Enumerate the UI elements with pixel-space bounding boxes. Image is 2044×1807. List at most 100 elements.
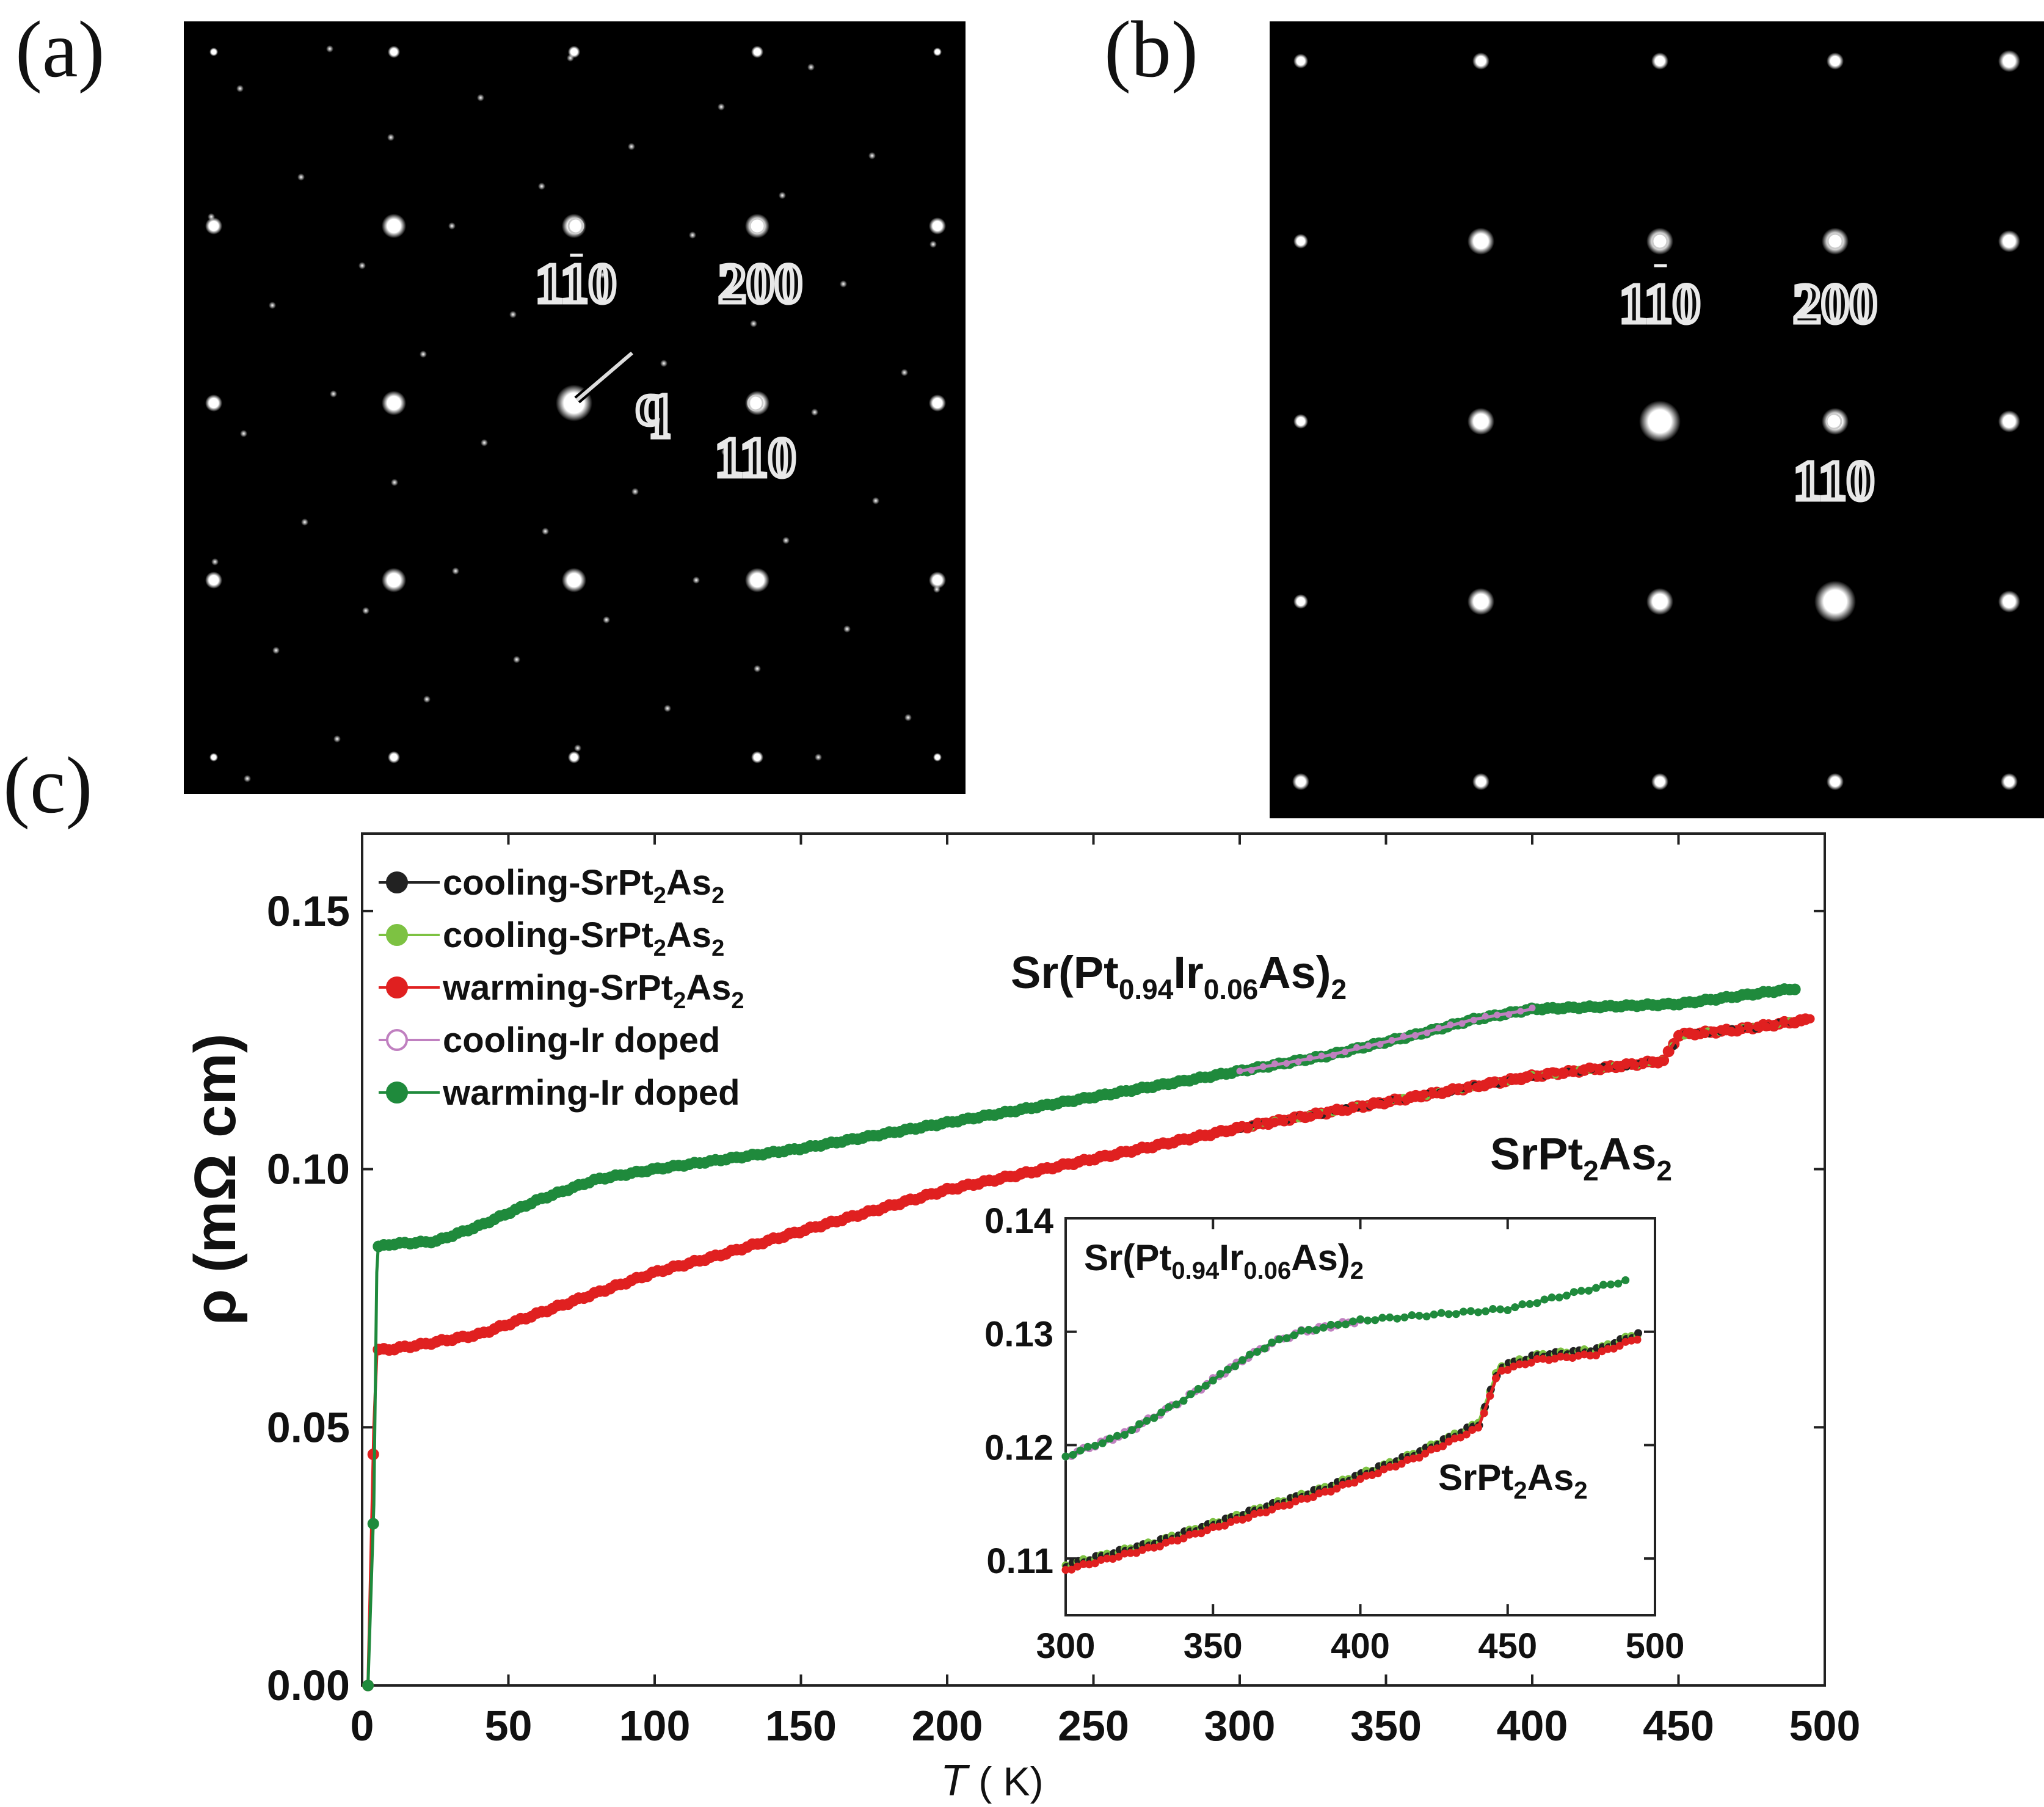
data-point (1422, 1312, 1431, 1321)
spot-label-110-b: 110 (1794, 449, 1875, 512)
data-point (1480, 1409, 1488, 1417)
data-point (1415, 1312, 1424, 1320)
data-point (1674, 1030, 1683, 1039)
data-point (1400, 1313, 1409, 1322)
inset-parent-part-a: SrPt (1438, 1457, 1513, 1498)
data-point (1410, 1093, 1420, 1102)
data-point (1548, 1293, 1556, 1302)
bragg-spot (209, 753, 218, 762)
bragg-spot (1292, 773, 1309, 790)
data-point (1604, 1063, 1613, 1073)
data-point (1187, 1390, 1195, 1398)
bragg-spot (1646, 588, 1673, 615)
bragg-spot (1293, 414, 1308, 429)
spot-marker (747, 394, 764, 412)
data-point (1638, 1059, 1648, 1069)
data-point (1529, 1004, 1536, 1011)
data-point (1358, 1100, 1367, 1110)
bragg-spot (929, 572, 946, 589)
spot-labels-b: 110 200 110 (1617, 263, 1880, 514)
bragg-spot (2001, 773, 2018, 790)
bragg-spot (933, 753, 942, 762)
data-point (1157, 1408, 1166, 1417)
data-point (1365, 1042, 1372, 1049)
data-point (1489, 1077, 1499, 1087)
data-point (1201, 1381, 1210, 1390)
doped-label-part-a: Sr(Pt (1011, 947, 1119, 998)
data-point (1504, 1365, 1512, 1374)
satellite-spot (901, 369, 908, 376)
satellite-spot (362, 607, 369, 614)
satellite-spot (750, 320, 757, 327)
satellite-spot (301, 518, 308, 526)
data-point (1150, 1414, 1158, 1422)
data-point (1665, 1047, 1675, 1056)
data-point (1612, 1061, 1622, 1071)
data-point (1172, 1400, 1180, 1409)
satellite-spot (333, 735, 341, 743)
data-point (1562, 1292, 1571, 1300)
data-point (1560, 1067, 1569, 1077)
data-point (1770, 1019, 1780, 1029)
inset-doped-part-d: 0.06 (1243, 1257, 1291, 1284)
data-point (1489, 1305, 1497, 1314)
doped-label-part-b: 0.94 (1119, 973, 1174, 1005)
x-tick-label: 100 (619, 1702, 691, 1750)
data-point (362, 1679, 374, 1692)
satellite-spot (840, 280, 847, 288)
legend-marker (386, 1082, 408, 1103)
legend-label-main: cooling-SrPt (443, 915, 653, 955)
satellite-spot (718, 103, 725, 111)
data-point (1329, 1052, 1337, 1059)
data-point (1504, 1306, 1512, 1315)
legend-label-main: warming-SrPt (442, 968, 673, 1008)
data-point (1753, 1022, 1762, 1031)
data-point (1486, 1392, 1494, 1400)
data-point (1454, 1083, 1464, 1093)
bragg-spot (751, 751, 763, 763)
satellite-spot (244, 775, 251, 782)
satellite-spot (689, 231, 696, 239)
satellite-spot (929, 241, 937, 248)
bragg-spot (745, 214, 769, 238)
bragg-spot (1293, 234, 1308, 249)
satellite-spot (452, 567, 459, 575)
data-point (1305, 1111, 1315, 1121)
satellite-spot (481, 439, 488, 446)
legend-sub: 2 (731, 988, 744, 1014)
legend-label: cooling-SrPt2As2 (443, 863, 724, 909)
data-point (1491, 1374, 1500, 1383)
data-point (1350, 1478, 1359, 1487)
legend-sub: 2 (653, 883, 666, 909)
data-point (1319, 1323, 1328, 1332)
legend-label: warming-SrPt2As2 (442, 968, 744, 1014)
data-point (1143, 1417, 1151, 1425)
data-point (1569, 1288, 1578, 1296)
data-point (1283, 1060, 1290, 1067)
data-point (1517, 1008, 1524, 1015)
inset-parent-part-d: 2 (1574, 1477, 1587, 1504)
data-point (1437, 1309, 1446, 1317)
y-tick-label: 0.11 (986, 1541, 1053, 1581)
data-point (1076, 1446, 1085, 1455)
data-point (1128, 1426, 1137, 1434)
x-tick-label: 300 (1036, 1626, 1096, 1666)
data-point (1526, 1300, 1534, 1308)
data-point (1511, 1303, 1519, 1312)
data-point (1726, 1027, 1736, 1036)
bragg-spot (745, 568, 769, 592)
data-point (1555, 1293, 1563, 1302)
satellite-spot (807, 64, 815, 71)
x-tick-label: 300 (1204, 1702, 1276, 1750)
bragg-spot (1822, 228, 1849, 255)
bragg-spot (1293, 594, 1308, 609)
data-point (1135, 1420, 1144, 1428)
data-point (1333, 1485, 1341, 1493)
data-point (1349, 1103, 1359, 1113)
overbar-a (569, 253, 584, 258)
legend-sub: 2 (673, 988, 686, 1014)
data-point (1231, 1362, 1239, 1370)
data-point (1194, 1384, 1202, 1393)
satellite-spot (664, 705, 671, 712)
inset-data-series (1061, 1276, 1643, 1574)
